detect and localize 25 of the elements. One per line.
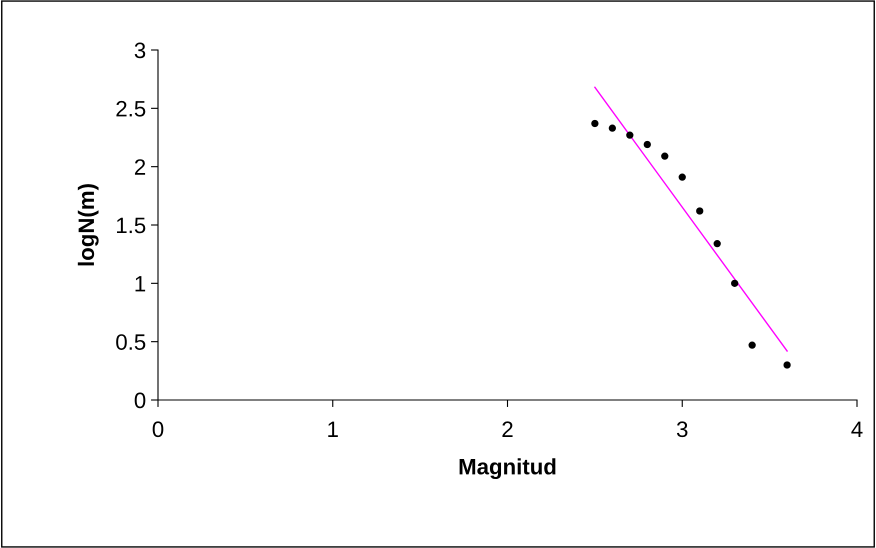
- x-tick-label: 4: [851, 422, 863, 437]
- y-tick-label: 1.5: [117, 218, 146, 234]
- x-axis-title: Magnitud: [460, 458, 556, 480]
- point: [608, 124, 616, 132]
- point: [626, 132, 634, 139]
- x-tick-label: 1: [328, 422, 338, 437]
- point: [678, 174, 686, 181]
- point: [591, 120, 599, 128]
- y-tick-label: 1: [136, 276, 146, 292]
- x-tick-label: 0: [152, 421, 164, 438]
- x-tick-label: 2: [502, 421, 513, 437]
- y-tick-label: 2.5: [116, 100, 146, 117]
- point: [644, 140, 651, 148]
- y-tick-label: 0.5: [116, 334, 146, 350]
- y-tick-label: 2: [134, 159, 146, 175]
- point: [696, 207, 704, 215]
- x-tick-label: 3: [676, 421, 688, 438]
- point: [731, 280, 738, 287]
- point: [714, 240, 721, 248]
- y-tick-label: 0: [134, 392, 146, 408]
- point: [748, 342, 756, 349]
- point: [661, 152, 668, 160]
- point: [783, 361, 791, 369]
- y-axis-title: logN(m): [78, 184, 99, 266]
- y-tick-label: 3: [134, 42, 146, 58]
